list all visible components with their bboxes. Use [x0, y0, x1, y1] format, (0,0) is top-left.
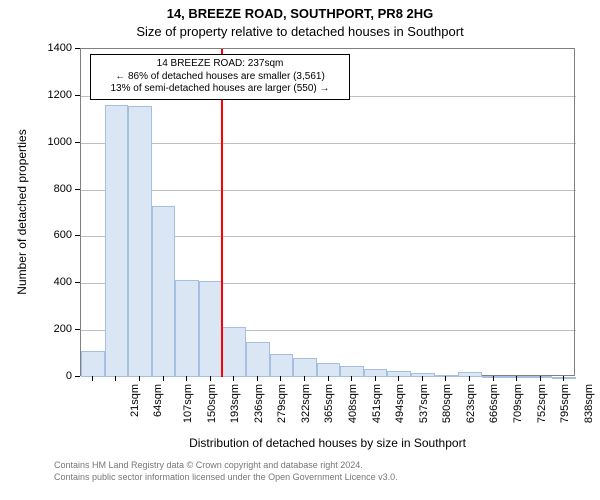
x-tick — [398, 376, 399, 381]
x-tick-label: 580sqm — [441, 384, 453, 423]
y-tick — [75, 95, 80, 96]
x-tick — [351, 376, 352, 381]
annotation-line: 14 BREEZE ROAD: 237sqm — [97, 58, 343, 71]
annotation-line: 13% of semi-detached houses are larger (… — [97, 83, 343, 96]
histogram-bar — [552, 377, 576, 379]
x-tick-label: 150sqm — [206, 384, 218, 423]
annotation-line: ← 86% of detached houses are smaller (3,… — [97, 71, 343, 84]
x-tick-label: 365sqm — [323, 384, 335, 423]
y-tick-label: 400 — [0, 276, 72, 288]
x-tick-label: 451sqm — [371, 384, 383, 423]
x-tick-label: 838sqm — [583, 384, 595, 423]
histogram-bar — [270, 354, 294, 377]
y-tick-label: 200 — [0, 323, 72, 335]
histogram-bar — [105, 105, 129, 377]
y-tick-label: 1200 — [0, 89, 72, 101]
gridline — [81, 190, 576, 191]
x-tick-label: 752sqm — [536, 384, 548, 423]
y-tick-label: 800 — [0, 183, 72, 195]
y-tick — [75, 189, 80, 190]
histogram-bar — [505, 376, 529, 378]
x-tick-label: 709sqm — [512, 384, 524, 423]
y-tick-label: 1000 — [0, 136, 72, 148]
x-tick — [445, 376, 446, 381]
x-tick — [516, 376, 517, 381]
x-tick-label: 236sqm — [253, 384, 265, 423]
y-tick — [75, 142, 80, 143]
y-tick — [75, 376, 80, 377]
histogram-bar — [387, 371, 411, 377]
x-tick-label: 408sqm — [347, 384, 359, 423]
x-tick — [186, 376, 187, 381]
x-tick — [92, 376, 93, 381]
x-axis-label: Distribution of detached houses by size … — [189, 436, 466, 450]
y-axis-label: Number of detached properties — [15, 129, 29, 294]
x-tick — [469, 376, 470, 381]
gridline — [81, 143, 576, 144]
x-tick — [115, 376, 116, 381]
footer: Contains HM Land Registry data © Crown c… — [54, 460, 398, 483]
histogram-bar — [128, 106, 152, 377]
histogram-bar — [411, 373, 435, 377]
x-tick-label: 494sqm — [394, 384, 406, 423]
y-tick — [75, 235, 80, 236]
x-tick-label: 666sqm — [488, 384, 500, 423]
x-tick-label: 279sqm — [276, 384, 288, 423]
histogram-bar — [340, 366, 364, 377]
y-tick-label: 600 — [0, 229, 72, 241]
x-tick-label: 21sqm — [129, 384, 141, 417]
x-tick — [257, 376, 258, 381]
histogram-bar — [317, 363, 341, 377]
x-tick-label: 795sqm — [559, 384, 571, 423]
x-tick — [493, 376, 494, 381]
histogram-bar — [199, 281, 223, 377]
x-tick-label: 322sqm — [300, 384, 312, 423]
x-tick — [328, 376, 329, 381]
x-tick — [139, 376, 140, 381]
x-tick — [163, 376, 164, 381]
chart-subtitle: Size of property relative to detached ho… — [0, 24, 600, 40]
y-tick — [75, 282, 80, 283]
y-tick-label: 1400 — [0, 42, 72, 54]
histogram-bar — [222, 327, 246, 377]
y-tick-label: 0 — [0, 370, 72, 382]
x-tick-label: 64sqm — [152, 384, 164, 417]
histogram-bar — [175, 280, 199, 377]
x-tick — [210, 376, 211, 381]
footer-line-2: Contains public sector information licen… — [54, 472, 398, 484]
chart-title: 14, BREEZE ROAD, SOUTHPORT, PR8 2HG — [0, 6, 600, 22]
annotation-box: 14 BREEZE ROAD: 237sqm← 86% of detached … — [90, 54, 350, 100]
histogram-bar — [435, 375, 459, 377]
y-tick — [75, 48, 80, 49]
x-tick-label: 107sqm — [182, 384, 194, 423]
x-tick-label: 537sqm — [418, 384, 430, 423]
histogram-bar — [246, 342, 270, 377]
x-tick-label: 623sqm — [465, 384, 477, 423]
histogram-bar — [458, 372, 482, 377]
y-tick — [75, 329, 80, 330]
histogram-bar — [293, 358, 317, 377]
x-tick — [563, 376, 564, 381]
histogram-bar — [152, 206, 176, 377]
footer-line-1: Contains HM Land Registry data © Crown c… — [54, 460, 398, 472]
x-tick — [304, 376, 305, 381]
x-tick — [375, 376, 376, 381]
x-tick — [233, 376, 234, 381]
histogram-bar — [81, 351, 105, 377]
x-tick-label: 193sqm — [229, 384, 241, 423]
x-tick — [422, 376, 423, 381]
x-tick — [540, 376, 541, 381]
x-tick — [280, 376, 281, 381]
